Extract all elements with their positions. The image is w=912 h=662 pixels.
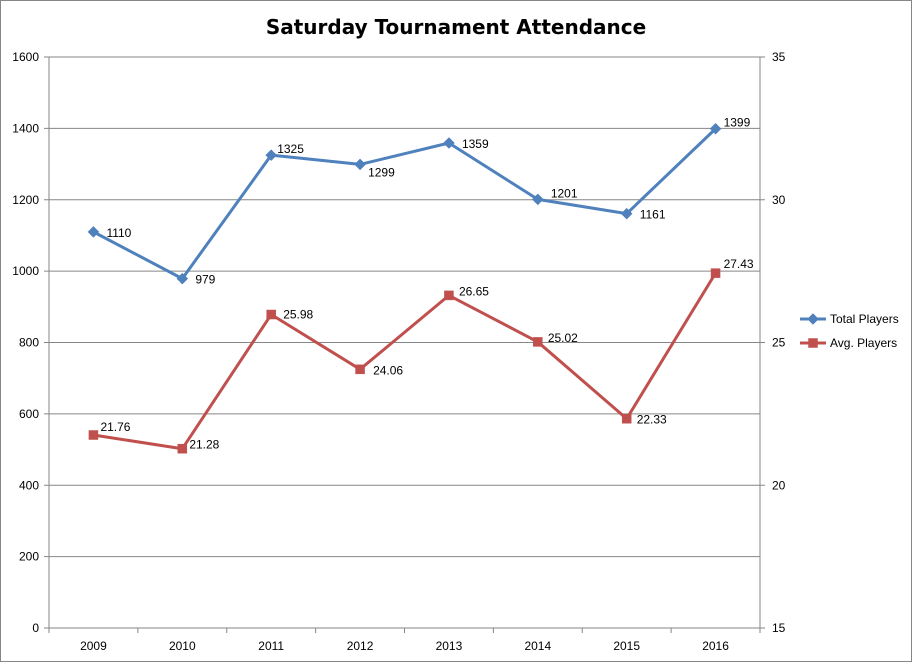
x-axis-tick-label: 2015 <box>613 639 640 653</box>
data-label: 21.28 <box>189 438 219 452</box>
data-label: 25.02 <box>548 331 578 345</box>
data-point-marker <box>808 338 818 348</box>
left-axis-tick-label: 400 <box>19 478 39 492</box>
right-axis-tick-label: 15 <box>772 621 786 635</box>
data-point-marker <box>176 272 189 285</box>
data-point-marker <box>266 309 276 320</box>
data-point-marker <box>355 364 365 375</box>
data-point-marker <box>443 137 455 149</box>
legend-label: Avg. Players <box>830 336 897 350</box>
x-axis-tick-label: 2013 <box>436 639 463 653</box>
data-point-marker <box>444 290 454 301</box>
legend-label: Total Players <box>830 312 899 326</box>
data-label: 25.98 <box>283 308 313 322</box>
left-axis-tick-label: 1600 <box>12 50 39 64</box>
right-axis-tick-label: 30 <box>772 193 786 207</box>
x-axis-tick-label: 2014 <box>524 639 551 653</box>
chart-title: Saturday Tournament Attendance <box>266 15 646 39</box>
left-axis-tick-label: 200 <box>19 550 39 564</box>
right-axis-tick-label: 35 <box>772 50 786 64</box>
series-line <box>93 272 717 451</box>
data-point-marker <box>709 122 722 135</box>
data-point-marker <box>354 158 366 171</box>
data-point-marker <box>710 268 721 278</box>
data-point-marker <box>265 149 278 161</box>
data-label: 1110 <box>106 226 131 240</box>
data-label: 1359 <box>462 137 489 151</box>
data-point-marker <box>621 413 632 424</box>
left-axis-tick-label: 0 <box>32 621 39 635</box>
series-avg-players: 21.76 21.28 25.98 24.06 26.65 25.02 22.33 27.43 <box>88 257 754 454</box>
series-layer: 1110 979 1325 1299 1359 1201 1161 1399 21.76 21.2… <box>87 116 754 454</box>
data-point-marker <box>807 313 819 325</box>
data-label: 1299 <box>368 165 395 179</box>
data-point-marker <box>620 207 633 220</box>
data-point-marker <box>533 337 543 347</box>
left-axis-tick-label: 1000 <box>12 264 39 278</box>
x-axis-tick-label: 2009 <box>80 639 107 653</box>
data-point-marker <box>88 430 99 440</box>
data-label: 21.76 <box>100 420 130 434</box>
data-label: 1201 <box>551 186 578 200</box>
data-point-marker <box>87 226 100 238</box>
data-label: 1399 <box>724 116 751 130</box>
data-label: 979 <box>195 273 215 287</box>
right-axis-tick-label: 25 <box>772 336 786 350</box>
series-line <box>92 127 717 281</box>
x-axis-tick-label: 2016 <box>702 639 729 653</box>
axes: 0 200 400 600 800 1000 1200 1400 1600 15 20 25 30 35 2… <box>12 50 785 653</box>
legend-item: Total Players <box>800 312 899 326</box>
legend-item: Avg. Players <box>800 336 897 350</box>
left-axis-tick-label: 600 <box>19 407 39 421</box>
right-axis-tick-label: 20 <box>772 478 786 492</box>
data-point-marker <box>531 193 544 206</box>
data-label: 1325 <box>277 142 304 156</box>
left-axis-tick-label: 1200 <box>12 193 39 207</box>
data-label: 22.33 <box>637 413 667 427</box>
x-axis-tick-label: 2010 <box>169 639 196 653</box>
data-label: 27.43 <box>724 257 754 271</box>
data-label: 1161 <box>640 208 666 222</box>
data-label: 26.65 <box>459 284 489 298</box>
left-axis-tick-label: 800 <box>19 336 39 350</box>
left-axis-tick-label: 1400 <box>12 121 39 135</box>
legend: Total Players Avg. Players <box>800 312 899 350</box>
x-axis-tick-label: 2011 <box>258 639 284 653</box>
series-total-players: 1110 979 1325 1299 1359 1201 1161 1399 <box>87 116 751 287</box>
data-label: 24.06 <box>373 363 403 377</box>
x-axis-tick-label: 2012 <box>347 639 374 653</box>
data-point-marker <box>177 443 188 454</box>
